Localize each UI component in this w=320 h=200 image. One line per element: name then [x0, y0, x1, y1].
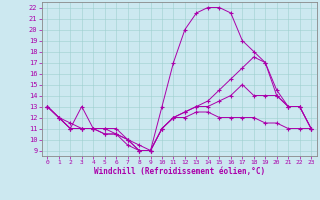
X-axis label: Windchill (Refroidissement éolien,°C): Windchill (Refroidissement éolien,°C)	[94, 167, 265, 176]
